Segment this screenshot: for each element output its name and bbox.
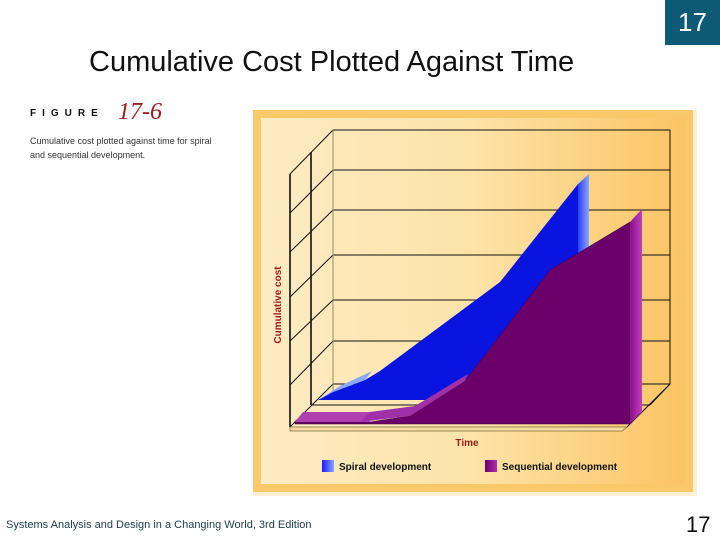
legend-swatch-spiral (322, 460, 334, 472)
legend-label-sequential: Sequential development (502, 462, 618, 473)
figure-number: 17-6 (118, 99, 162, 125)
figure-caption: Cumulative cost plotted against time for… (30, 136, 212, 160)
slide-title: Cumulative Cost Plotted Against Time (89, 46, 575, 78)
floor-front (289, 426, 629, 432)
x-axis-label: Time (455, 438, 479, 449)
series-sequential (294, 209, 642, 425)
slide-number-badge: 17 (665, 0, 720, 45)
legend-label-spiral: Spiral development (339, 462, 432, 473)
footer-book-title: Systems Analysis and Design in a Changin… (6, 519, 312, 531)
figure-label: FIGURE (30, 108, 104, 119)
footer-page-number: 17 (686, 512, 711, 537)
legend: Spiral development Sequential developmen… (322, 460, 618, 473)
y-axis-label: Cumulative cost (273, 266, 284, 344)
legend-swatch-sequential (485, 460, 497, 472)
